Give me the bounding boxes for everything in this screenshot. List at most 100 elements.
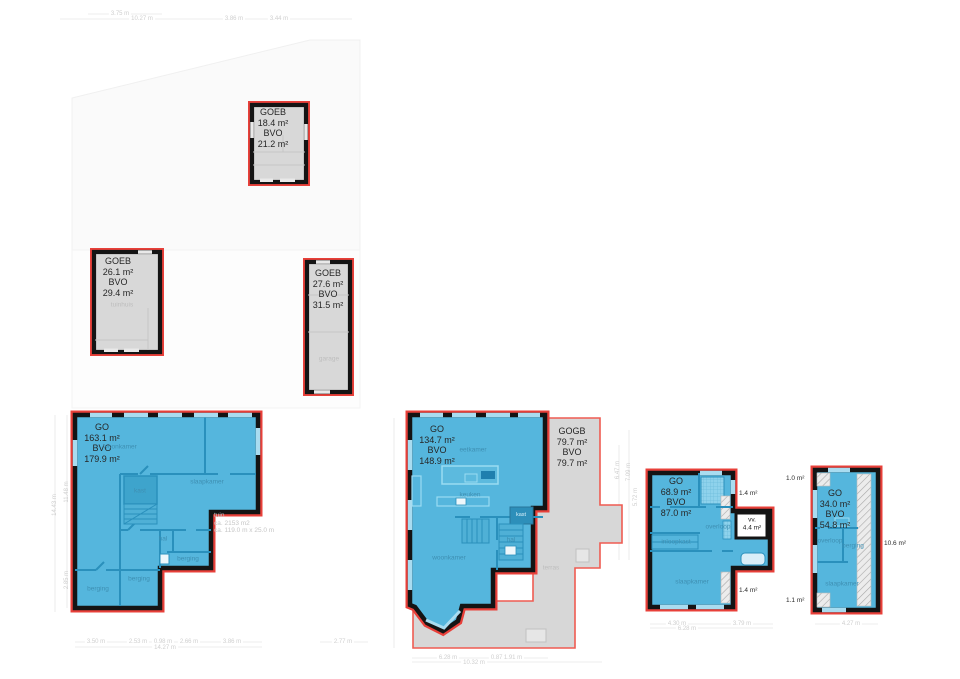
label-line: GOEB <box>259 107 286 117</box>
plan-4 <box>645 468 775 612</box>
dim-label: 10.27 m <box>129 16 155 22</box>
room-label-tuinhuis: tuinhuis <box>110 301 134 309</box>
room-label-keuken: keuken <box>459 491 481 499</box>
room-label-terras: terras <box>542 564 560 572</box>
room-label-eetkamer: eetkamer <box>459 446 487 454</box>
ext-area-label: 1.1 m² <box>786 597 805 604</box>
building-tuinhuis <box>90 248 164 356</box>
note-line: ca. 119.0 m x 25.0 m <box>214 527 275 534</box>
label-line: 27.6 m² <box>312 278 344 289</box>
label-line: 18.4 m² <box>257 117 289 128</box>
dim-label: 3.50 m <box>84 639 108 645</box>
dim-label: 2.85 m <box>64 570 70 590</box>
plan-5 <box>810 465 883 615</box>
room-label-berging: berging <box>177 555 199 563</box>
room-label-hal: hal <box>506 536 516 544</box>
dim-label: 10.32 m <box>461 660 487 666</box>
label-line: 148.9 m² <box>419 455 455 466</box>
label-line: GO <box>668 476 683 486</box>
dim-label: 3.44 m <box>267 16 291 22</box>
room-label-garage: garage <box>318 355 340 363</box>
ext-area-label: 1.0 m² <box>786 475 805 482</box>
label-line: BVO <box>92 443 112 453</box>
room-label-slaapkamer: slaapkamer <box>825 580 859 588</box>
area-label-gogb: GOGB 79.7 m² BVO 79.7 m² <box>546 426 598 468</box>
area-label-schuur: GOEB 18.4 m² BVO 21.2 m² <box>250 107 296 149</box>
dim-label: 4.30 m <box>665 621 689 627</box>
label-line: vv. <box>748 516 756 524</box>
dim-label: 2.77 m <box>331 639 355 645</box>
label-line: 134.7 m² <box>419 434 455 445</box>
label-line: GO <box>94 422 109 432</box>
ext-area-label: 10.6 m² <box>884 540 907 547</box>
label-line: GOEB <box>314 268 341 278</box>
room-label-slaapkamer: slaapkamer <box>675 578 709 586</box>
dim-label: 6.47 m <box>615 460 621 480</box>
label-line: GOGB <box>558 426 586 436</box>
area-label-plan2: GO 134.7 m² BVO 148.9 m² <box>412 424 462 466</box>
dim-label: 0.98 m <box>151 639 175 645</box>
dim-label: 5.72 m <box>633 487 639 507</box>
label-line: BVO <box>427 445 447 455</box>
building-garage <box>303 258 354 396</box>
label-line: 163.1 m² <box>84 432 120 443</box>
room-label-slaapkamer: slaapkamer <box>190 478 224 486</box>
label-line: 87.0 m² <box>660 507 692 518</box>
label-line: GOEB <box>104 256 131 266</box>
dim-label: 3.79 m <box>730 621 754 627</box>
building-schuur <box>248 101 310 186</box>
dim-label: 3.75 m <box>108 11 132 17</box>
area-label-plan5: GO 34.0 m² BVO 54.8 m² <box>814 488 856 530</box>
label-line: GO <box>827 488 842 498</box>
label-line: 179.9 m² <box>84 453 120 464</box>
room-label-berging: berging <box>128 575 150 583</box>
room-label-woonkamer: woonkamer <box>103 443 137 451</box>
label-line: BVO <box>263 128 283 138</box>
label-line: 79.7 m² <box>556 436 588 447</box>
label-line: GO <box>429 424 444 434</box>
label-line: BVO <box>666 497 686 507</box>
plan-2 <box>405 410 550 637</box>
label-line: 31.5 m² <box>312 299 344 310</box>
plan-1 <box>70 410 263 613</box>
area-label-plan4: GO 68.9 m² BVO 87.0 m² <box>652 476 700 518</box>
label-line: 54.8 m² <box>819 519 851 530</box>
dim-label: 1.91 m <box>501 655 525 661</box>
label-line: BVO <box>825 509 845 519</box>
label-line: 34.0 m² <box>819 498 851 509</box>
room-label-kast: kast <box>134 487 146 495</box>
dim-label: 2.53 m <box>126 639 150 645</box>
dim-label: 3.86 m <box>222 16 246 22</box>
label-line: 4.4 m² <box>742 524 762 531</box>
label-line: 29.4 m² <box>102 287 134 298</box>
dim-label: 3.86 m <box>220 639 244 645</box>
dim-label: 6.28 m <box>436 655 460 661</box>
area-label-tuinhuis: GOEB 26.1 m² BVO 29.4 m² <box>96 256 140 298</box>
room-label-hal: hal <box>158 535 168 543</box>
room-label-berging: berging <box>87 585 109 593</box>
label-line: 79.7 m² <box>556 457 588 468</box>
room-label-overloop: overloop <box>705 523 731 531</box>
label-line: 21.2 m² <box>257 138 289 149</box>
dim-label: 2.66 m <box>177 639 201 645</box>
room-label-kast: kast <box>515 512 527 518</box>
room-label-berging: berging <box>842 542 864 550</box>
note-line: ca. 2153 m2 <box>214 519 250 527</box>
dim-label: 4.27 m <box>839 621 863 627</box>
dim-label: 11.48 m <box>64 481 70 503</box>
ext-area-label: 1.4 m² <box>739 587 758 594</box>
ext-area-label: 1.4 m² <box>739 490 758 497</box>
dim-label: 0.87 m <box>488 655 512 661</box>
room-label-woonkamer: woonkamer <box>432 554 466 562</box>
label-line: 26.1 m² <box>102 266 134 277</box>
dim-label: 14.27 m <box>152 645 178 651</box>
note-line: tuin <box>214 512 225 519</box>
area-label-garage: GOEB 27.6 m² BVO 31.5 m² <box>306 268 350 310</box>
dim-label: 7.09 m <box>626 462 632 482</box>
label-line: BVO <box>318 289 338 299</box>
tuin-note: tuin ca. 2153 m2 ca. 119.0 m x 25.0 m <box>214 512 274 535</box>
room-label-inloopkast: inloopkast <box>661 538 691 546</box>
label-line: 68.9 m² <box>660 486 692 497</box>
